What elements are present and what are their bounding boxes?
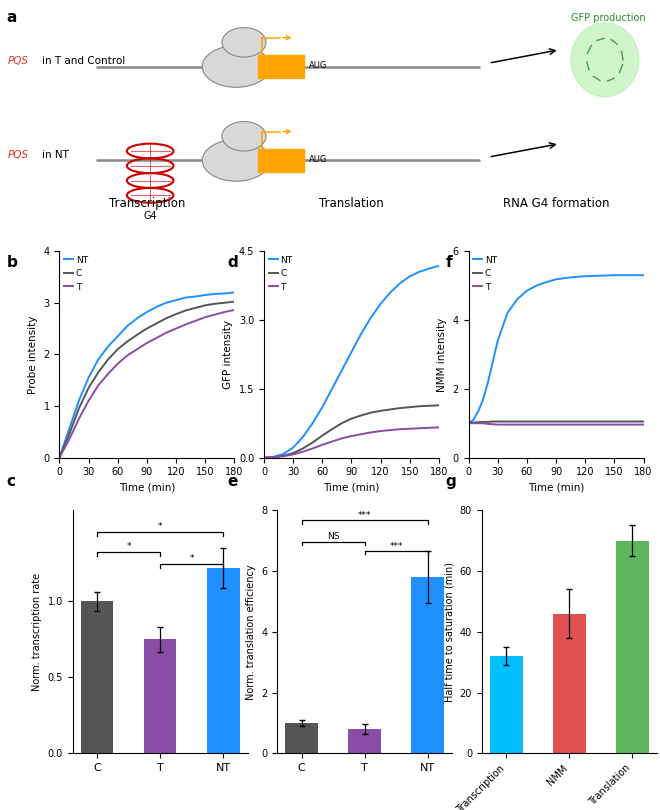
Bar	[348, 729, 381, 753]
Bar	[411, 577, 444, 753]
Y-axis label: NMM intensity: NMM intensity	[437, 318, 447, 391]
Text: GFP production: GFP production	[571, 13, 645, 23]
Bar	[490, 656, 523, 753]
Ellipse shape	[202, 139, 270, 181]
Y-axis label: Norm. translation efficiency: Norm. translation efficiency	[246, 564, 255, 700]
Text: a: a	[7, 10, 17, 25]
Text: g: g	[446, 474, 456, 489]
Bar	[207, 568, 240, 753]
Legend: NT, C, T: NT, C, T	[64, 256, 88, 292]
Text: in NT: in NT	[42, 150, 69, 160]
Ellipse shape	[222, 28, 266, 58]
Bar	[553, 614, 585, 753]
Text: b: b	[7, 255, 17, 271]
Bar	[81, 601, 114, 753]
Ellipse shape	[202, 45, 270, 87]
Text: ***: ***	[358, 511, 372, 520]
X-axis label: Time (min): Time (min)	[528, 483, 584, 493]
Text: e: e	[228, 474, 238, 489]
Text: *: *	[189, 554, 194, 563]
Y-axis label: Probe intensity: Probe intensity	[28, 315, 38, 394]
Text: d: d	[228, 255, 238, 271]
Text: PQS: PQS	[8, 150, 29, 160]
Text: c: c	[7, 474, 16, 489]
X-axis label: Time (min): Time (min)	[323, 483, 379, 493]
Title: Transcription: Transcription	[109, 197, 185, 210]
Title: Translation: Translation	[319, 197, 384, 210]
Title: RNA G4 formation: RNA G4 formation	[503, 197, 609, 210]
Y-axis label: Half time to saturation (min): Half time to saturation (min)	[444, 562, 454, 701]
Ellipse shape	[222, 122, 266, 151]
Bar	[144, 639, 176, 753]
X-axis label: Time (min): Time (min)	[119, 483, 175, 493]
Legend: NT, C, T: NT, C, T	[473, 256, 497, 292]
Text: AUG: AUG	[310, 156, 327, 164]
Text: NS: NS	[327, 532, 339, 541]
Bar	[285, 723, 318, 753]
Bar	[257, 149, 304, 172]
Text: in T and Control: in T and Control	[42, 56, 125, 66]
Text: *: *	[126, 542, 131, 551]
Text: ***: ***	[389, 542, 403, 551]
Text: G4: G4	[143, 211, 157, 221]
Text: AUG: AUG	[310, 62, 327, 70]
Text: PQS: PQS	[8, 56, 29, 66]
Bar	[257, 55, 304, 78]
Ellipse shape	[571, 23, 639, 96]
Text: f: f	[446, 255, 452, 271]
Text: *: *	[158, 522, 162, 531]
Legend: NT, C, T: NT, C, T	[269, 256, 292, 292]
Y-axis label: Norm. transcription rate: Norm. transcription rate	[32, 573, 42, 691]
Y-axis label: GFP intensity: GFP intensity	[223, 320, 234, 389]
Bar	[616, 541, 649, 753]
